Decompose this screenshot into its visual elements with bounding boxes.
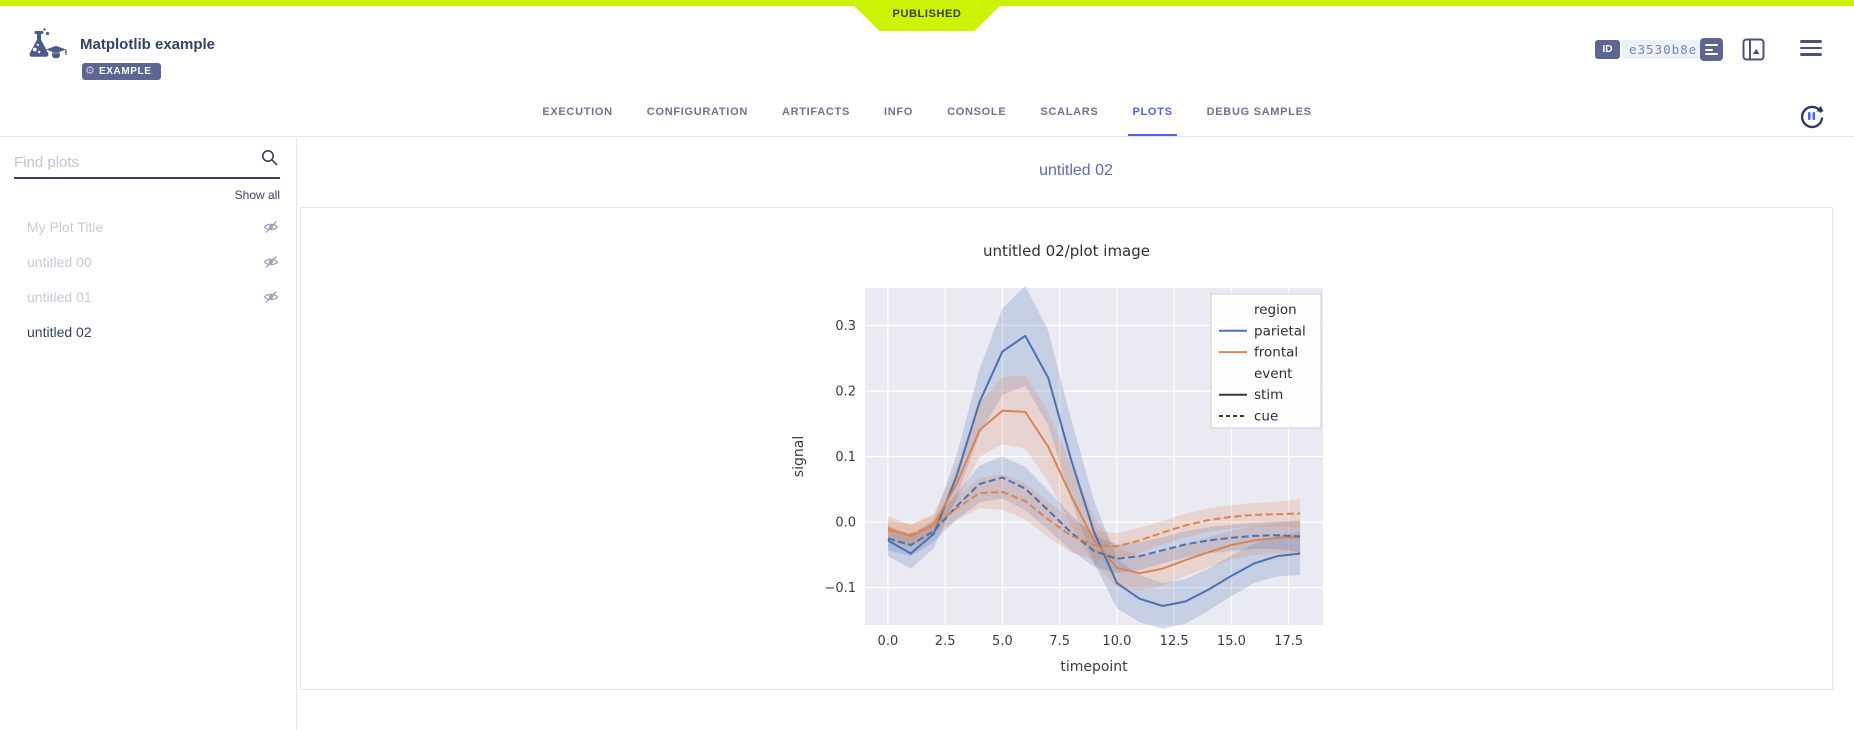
plot-figure: untitled 02/plot image 0.0 2.5 5.0 7.5 10.0 1… [787, 238, 1347, 681]
svg-text:0.2: 0.2 [835, 384, 856, 399]
svg-text:frontal: frontal [1254, 345, 1298, 361]
svg-text:17.5: 17.5 [1274, 634, 1303, 649]
figure-title: untitled 02/plot image [982, 242, 1150, 260]
svg-text:0.3: 0.3 [835, 319, 856, 334]
tab-artifacts[interactable]: ARTIFACTS [781, 105, 850, 118]
details-panel-icon[interactable] [1742, 38, 1765, 66]
plot-list-item[interactable]: untitled 00 [0, 244, 296, 279]
description-icon[interactable] [1700, 38, 1723, 61]
tab-plots[interactable]: PLOTS [1115, 87, 1189, 136]
example-tag: ⚙ EXAMPLE [82, 63, 161, 80]
svg-text:0.0: 0.0 [877, 634, 898, 649]
tab-bar: EXECUTION CONFIGURATION ARTIFACTS INFO CONSO… [0, 87, 1854, 136]
experiment-title: Matplotlib example [80, 36, 216, 53]
svg-text:timepoint: timepoint [1060, 659, 1128, 675]
svg-text:region: region [1254, 302, 1297, 318]
svg-text:stim: stim [1254, 387, 1283, 403]
svg-text:0.0: 0.0 [835, 516, 856, 531]
plots-content: untitled 02 untitled 02/plot image 0.0 2.… [298, 138, 1854, 730]
svg-text:5.0: 5.0 [992, 634, 1013, 649]
experiment-id-chip[interactable]: ID e3530b8e [1595, 40, 1705, 59]
auto-refresh-icon[interactable] [1796, 101, 1826, 136]
plot-item-label: My Plot Title [27, 218, 104, 235]
tab-info[interactable]: INFO [884, 105, 914, 118]
svg-text:event: event [1254, 366, 1292, 382]
id-badge: ID [1595, 40, 1620, 59]
search-icon[interactable] [261, 149, 278, 171]
plot-list: My Plot Title untitled 00 untitled 01 untit… [0, 209, 296, 349]
tab-debug-samples[interactable]: DEBUG SAMPLES [1206, 105, 1312, 118]
tab-execution[interactable]: EXECUTION [542, 105, 613, 118]
tab-scalars[interactable]: SCALARS [1040, 105, 1099, 118]
plot-list-item[interactable]: untitled 01 [0, 279, 296, 314]
tab-console[interactable]: CONSOLE [947, 105, 1007, 118]
example-tag-label: EXAMPLE [99, 66, 152, 77]
search-input[interactable] [14, 154, 254, 171]
plot-list-item[interactable]: untitled 02 [0, 314, 296, 349]
published-label: PUBLISHED [892, 8, 962, 20]
plot-item-label: untitled 00 [27, 253, 92, 270]
plot-group-title: untitled 02 [1039, 162, 1113, 179]
svg-text:7.5: 7.5 [1049, 634, 1070, 649]
plots-sidebar: Show all My Plot Title untitled 00 untitle… [0, 138, 297, 730]
plot-chart: 0.0 2.5 5.0 7.5 10.0 12.5 15.0 17.5 0.3 0.2 0.1 0.0… [791, 286, 1323, 675]
svg-text:10.0: 10.0 [1102, 634, 1131, 649]
plot-item-label: untitled 01 [27, 288, 92, 305]
svg-text:cue: cue [1254, 409, 1278, 425]
plot-card: untitled 02/plot image 0.0 2.5 5.0 7.5 10.0 1… [300, 207, 1833, 690]
plot-search [14, 150, 280, 179]
eye-off-icon[interactable] [263, 254, 279, 270]
tab-configuration[interactable]: CONFIGURATION [646, 105, 748, 118]
experiment-example-icon [22, 27, 68, 72]
chart-legend: region parietal frontal event stim cue [1210, 293, 1321, 429]
svg-text:0.1: 0.1 [835, 450, 856, 465]
experiment-id-value[interactable]: e3530b8e [1622, 40, 1705, 59]
eye-off-icon[interactable] [263, 219, 279, 235]
show-all-button[interactable]: Show all [234, 188, 280, 202]
svg-text:2.5: 2.5 [934, 634, 955, 649]
svg-text:15.0: 15.0 [1216, 634, 1245, 649]
eye-off-icon[interactable] [263, 289, 279, 305]
plot-list-item[interactable]: My Plot Title [0, 209, 296, 244]
plot-item-label: untitled 02 [27, 323, 92, 340]
svg-text:12.5: 12.5 [1159, 634, 1188, 649]
svg-text:parietal: parietal [1254, 323, 1306, 339]
svg-text:−0.1: −0.1 [824, 581, 856, 596]
gear-icon: ⚙ [85, 64, 96, 77]
hamburger-menu-icon[interactable] [1800, 40, 1822, 56]
svg-text:signal: signal [791, 436, 807, 477]
